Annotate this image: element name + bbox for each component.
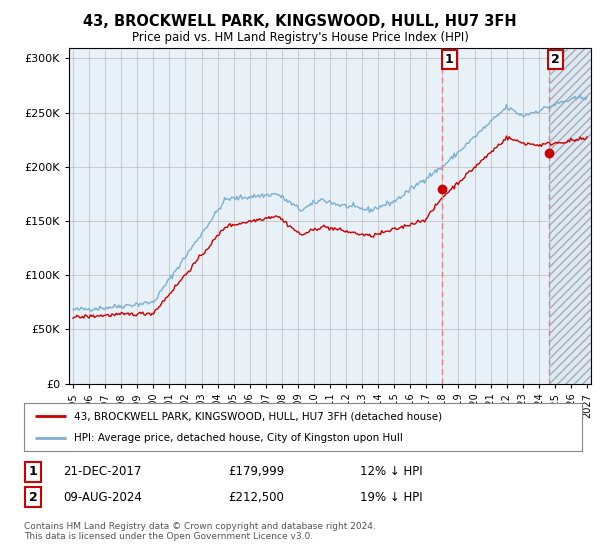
Bar [549,48,591,384]
Text: £212,500: £212,500 [228,491,284,504]
Text: Price paid vs. HM Land Registry's House Price Index (HPI): Price paid vs. HM Land Registry's House … [131,31,469,44]
Text: 12% ↓ HPI: 12% ↓ HPI [360,465,422,478]
Text: 21-DEC-2017: 21-DEC-2017 [63,465,142,478]
Text: 2: 2 [29,491,37,504]
Text: Contains HM Land Registry data © Crown copyright and database right 2024.
This d: Contains HM Land Registry data © Crown c… [24,522,376,542]
Text: 2: 2 [551,53,560,66]
Text: 43, BROCKWELL PARK, KINGSWOOD, HULL, HU7 3FH: 43, BROCKWELL PARK, KINGSWOOD, HULL, HU7… [83,14,517,29]
Text: 1: 1 [445,53,454,66]
Text: 43, BROCKWELL PARK, KINGSWOOD, HULL, HU7 3FH (detached house): 43, BROCKWELL PARK, KINGSWOOD, HULL, HU7… [74,411,442,421]
Text: 19% ↓ HPI: 19% ↓ HPI [360,491,422,504]
Text: 1: 1 [29,465,37,478]
Text: £179,999: £179,999 [228,465,284,478]
Text: HPI: Average price, detached house, City of Kingston upon Hull: HPI: Average price, detached house, City… [74,433,403,443]
Text: 09-AUG-2024: 09-AUG-2024 [63,491,142,504]
Bar [549,48,591,384]
